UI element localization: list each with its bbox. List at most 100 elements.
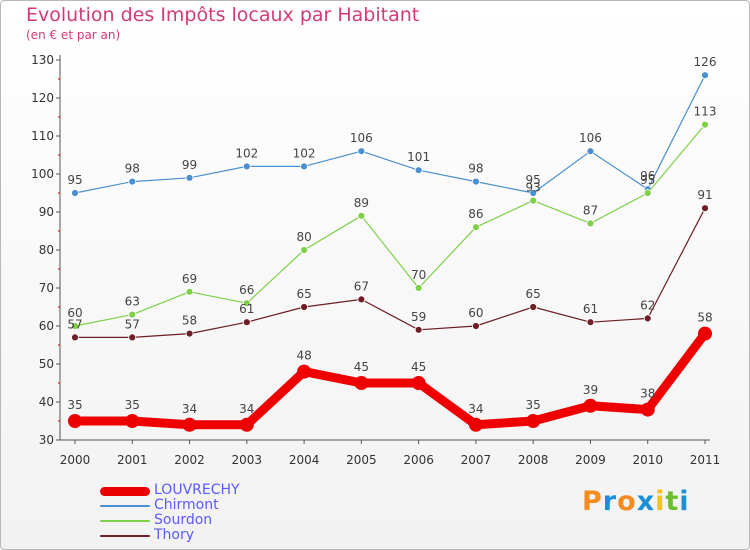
legend-label: LOUVRECHY <box>154 482 240 498</box>
x-tick-label: 2003 <box>232 453 263 467</box>
data-label-sourdon: 70 <box>411 268 426 282</box>
data-label-chirmont: 95 <box>67 173 82 187</box>
logo-letter: t <box>665 486 680 517</box>
legend-swatch <box>100 486 150 496</box>
series-line-thory <box>74 207 706 338</box>
legend-label: Sourdon <box>154 512 213 528</box>
data-label-louvrechy: 34 <box>239 402 254 416</box>
chart-subtitle: (en € et par an) <box>26 28 121 42</box>
y-tick-label: 30 <box>39 433 54 447</box>
x-tick-label: 2010 <box>632 453 663 467</box>
data-label-sourdon: 95 <box>640 173 655 187</box>
data-label-louvrechy: 34 <box>468 402 483 416</box>
legend-swatch <box>100 520 150 522</box>
y-tick-label: 100 <box>31 167 54 181</box>
y-tick-label: 80 <box>39 243 54 257</box>
data-point-chirmont <box>128 177 137 186</box>
data-point-sourdon <box>586 219 595 228</box>
data-label-thory: 57 <box>125 317 140 331</box>
data-point-sourdon <box>242 299 251 308</box>
data-label-thory: 60 <box>468 306 483 320</box>
data-label-chirmont: 99 <box>182 158 197 172</box>
y-tick-label: 60 <box>39 319 54 333</box>
logo-letter: i <box>655 486 666 517</box>
data-point-louvrechy <box>640 402 655 417</box>
data-label-thory: 65 <box>296 287 311 301</box>
y-tick-label: 40 <box>39 395 54 409</box>
data-label-chirmont: 102 <box>293 146 316 160</box>
data-point-chirmont <box>300 162 308 171</box>
logo-letter: i <box>679 486 690 517</box>
data-label-chirmont: 95 <box>526 173 541 187</box>
logo-letter: P <box>582 486 603 517</box>
chart-title: Evolution des Impôts locaux par Habitant <box>26 4 420 26</box>
data-label-chirmont: 106 <box>350 131 373 145</box>
data-label-thory: 67 <box>354 279 369 293</box>
data-point-thory <box>185 329 194 338</box>
data-label-sourdon: 60 <box>67 306 82 320</box>
data-label-sourdon: 87 <box>583 203 598 217</box>
series-line-sourdon <box>74 123 706 327</box>
x-tick-label: 2007 <box>461 453 492 467</box>
data-label-thory: 61 <box>583 302 598 316</box>
x-tick-label: 2006 <box>403 453 434 467</box>
data-label-sourdon: 89 <box>354 196 369 210</box>
data-label-sourdon: 86 <box>468 207 483 221</box>
data-point-louvrechy <box>468 417 483 432</box>
data-point-louvrechy <box>239 417 254 432</box>
data-point-sourdon <box>643 189 652 197</box>
x-tick-label: 2008 <box>518 453 549 467</box>
legend-swatch <box>100 535 150 537</box>
y-tick-label: 50 <box>39 357 54 371</box>
data-point-chirmont <box>529 189 538 197</box>
legend-label: Chirmont <box>154 497 219 513</box>
data-label-chirmont: 102 <box>235 146 258 160</box>
logo-letter: o <box>617 486 637 517</box>
data-point-sourdon <box>71 322 79 330</box>
data-point-sourdon <box>357 211 366 220</box>
data-point-sourdon <box>701 120 709 129</box>
data-point-chirmont <box>414 166 423 175</box>
series-line-chirmont <box>74 74 706 194</box>
data-label-louvrechy: 38 <box>640 387 655 401</box>
data-label-louvrechy: 58 <box>697 311 712 325</box>
data-label-thory: 65 <box>526 287 541 301</box>
data-label-louvrechy: 45 <box>411 360 426 374</box>
data-label-sourdon: 93 <box>526 181 541 195</box>
data-point-thory <box>300 303 308 311</box>
data-label-sourdon: 113 <box>694 105 717 119</box>
y-tick-label: 120 <box>31 91 54 105</box>
logo-letter: x <box>636 486 656 517</box>
data-label-chirmont: 126 <box>694 55 717 69</box>
data-label-louvrechy: 39 <box>583 383 598 397</box>
data-point-thory <box>586 318 595 327</box>
x-tick-label: 2001 <box>117 453 148 467</box>
data-label-chirmont: 106 <box>579 131 602 145</box>
x-tick-label: 2002 <box>174 453 205 467</box>
data-point-thory <box>701 204 709 213</box>
data-point-sourdon <box>529 196 538 205</box>
data-label-louvrechy: 35 <box>125 398 140 412</box>
data-point-louvrechy <box>698 326 712 341</box>
data-label-louvrechy: 45 <box>354 360 369 374</box>
data-point-thory <box>414 325 423 334</box>
data-label-louvrechy: 48 <box>296 349 311 363</box>
data-label-thory: 59 <box>411 310 426 324</box>
data-point-sourdon <box>128 310 137 319</box>
data-label-sourdon: 80 <box>296 230 311 244</box>
data-point-louvrechy <box>297 364 312 379</box>
y-tick-label: 130 <box>31 53 54 67</box>
data-point-chirmont <box>586 147 595 156</box>
x-tick-label: 2000 <box>60 453 91 467</box>
data-point-louvrechy <box>354 376 369 390</box>
data-label-louvrechy: 35 <box>67 398 82 412</box>
logo-letter: r <box>602 486 618 517</box>
legend-label: Thory <box>154 527 195 543</box>
data-point-thory <box>71 333 79 342</box>
data-label-chirmont: 101 <box>407 150 430 164</box>
x-tick-label: 2005 <box>346 453 377 467</box>
data-point-sourdon <box>300 246 308 254</box>
data-label-sourdon: 63 <box>125 295 140 309</box>
data-label-chirmont: 98 <box>468 162 483 176</box>
